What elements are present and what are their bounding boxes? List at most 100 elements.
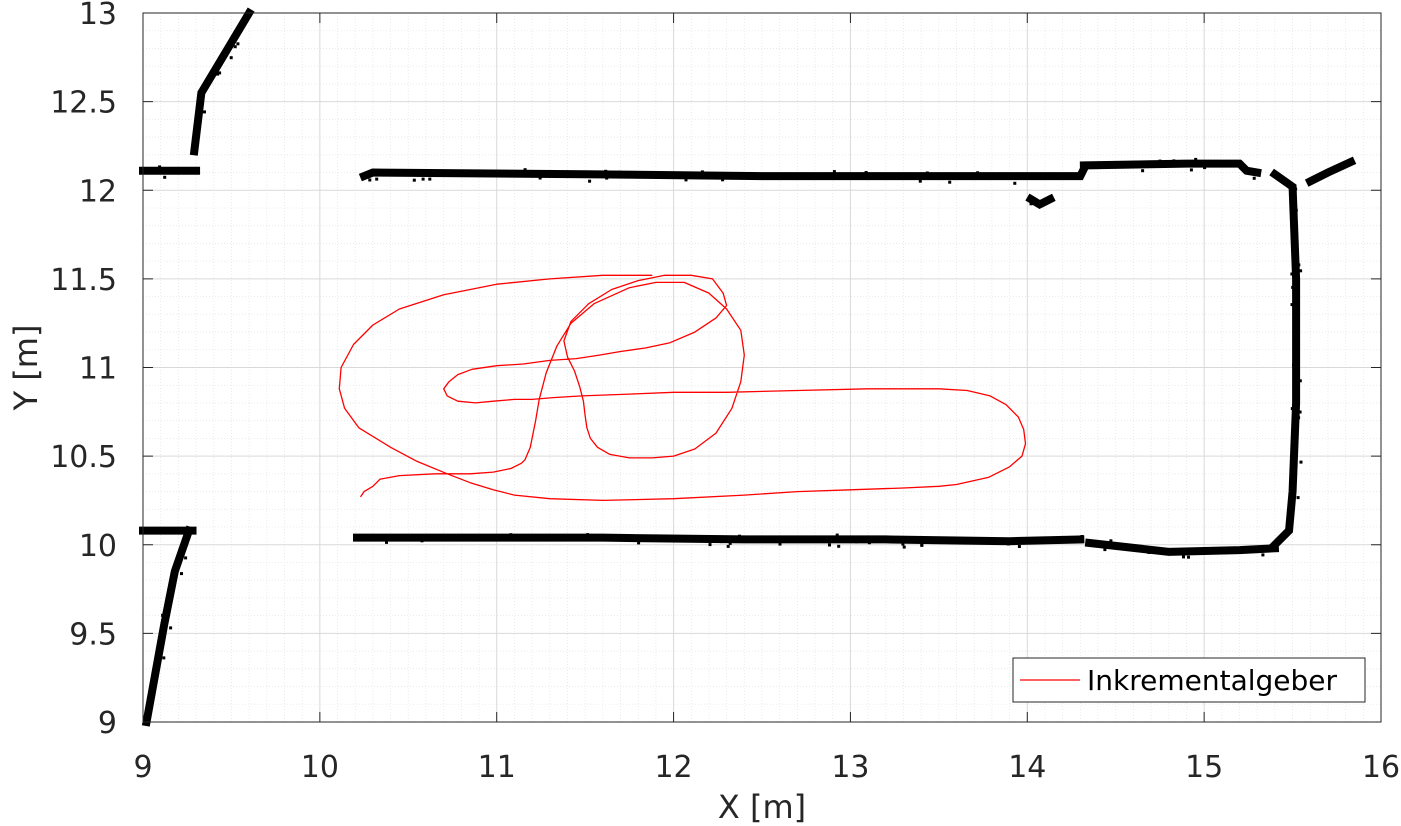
map-cell [180, 572, 183, 576]
x-tick-label: 11 [478, 750, 516, 785]
map-cell [854, 540, 858, 544]
map-cell [588, 179, 592, 183]
map-cell [489, 534, 493, 538]
map-cell [828, 543, 831, 547]
map-cell [1299, 269, 1303, 273]
map-cell [1133, 165, 1137, 169]
map-cell [1288, 184, 1292, 187]
map-cell [233, 45, 237, 49]
map-cell [161, 613, 165, 617]
map-cell [509, 533, 513, 537]
map-cell [586, 533, 590, 537]
map-cell [1316, 174, 1320, 178]
map-cell [421, 177, 425, 181]
map-cell [1298, 410, 1302, 414]
map-cell [505, 173, 509, 177]
map-cell [726, 544, 730, 548]
map-cell [1308, 181, 1312, 185]
map-cell [867, 541, 871, 545]
map-cell [1292, 451, 1296, 455]
map-cell [1203, 166, 1207, 170]
map-cell [1147, 551, 1151, 554]
map-cell [830, 172, 834, 176]
map-cell [507, 171, 511, 175]
map-cell [833, 176, 837, 179]
major-grid [142, 12, 1382, 723]
map-cell [1158, 159, 1162, 163]
map-cell [712, 173, 716, 177]
map-cell [902, 545, 906, 549]
map-wall-9 [1025, 193, 1056, 209]
map-cell [1194, 157, 1198, 161]
map-cell [605, 176, 609, 180]
map-cell [150, 528, 154, 531]
x-tick-label: 16 [1362, 750, 1400, 785]
map-cell [777, 538, 781, 542]
map-cell [1296, 496, 1300, 500]
map-cell [1068, 537, 1072, 541]
x-tick-label: 13 [831, 750, 869, 785]
y-tick-label: 12 [79, 174, 117, 209]
y-tick-label: 9 [98, 706, 117, 741]
map-cell [976, 171, 980, 175]
map-cell [778, 542, 782, 546]
map-cell [1291, 285, 1295, 289]
map-cell [858, 536, 862, 540]
map-cell [835, 533, 839, 537]
map-cell [700, 170, 704, 174]
map-cell [420, 539, 424, 543]
map-cell [1292, 363, 1295, 367]
map-wall-0 [189, 7, 255, 156]
map-cell [577, 535, 581, 539]
map-cell [158, 170, 162, 174]
map-cell [468, 536, 472, 540]
map-cell [368, 178, 372, 182]
map-cell [728, 541, 732, 545]
map-cell [877, 175, 880, 179]
map-cell [617, 170, 621, 174]
legend-label: Inkrementalgeber [1087, 664, 1338, 697]
map-cell [738, 534, 741, 538]
map-cell [848, 175, 852, 179]
map-cell [375, 177, 379, 181]
y-tick-label: 12.5 [50, 86, 117, 121]
map-cell [1029, 202, 1033, 206]
occupancy-map [139, 7, 1357, 727]
x-tick-label: 14 [1008, 750, 1046, 785]
map-cell [1013, 181, 1017, 185]
map-cell [692, 538, 696, 541]
map-cell [1109, 539, 1113, 543]
map-cell [1293, 293, 1297, 297]
map-cell [161, 620, 164, 624]
map-wall-5 [1079, 159, 1262, 178]
map-cell [1189, 168, 1193, 172]
map-cell [1172, 159, 1176, 163]
map-cell [948, 180, 952, 184]
y-tick-label: 11 [79, 352, 117, 387]
x-tick-label: 12 [654, 750, 692, 785]
map-cell [162, 530, 165, 534]
map-cell [162, 656, 166, 660]
map-cell [684, 178, 688, 182]
map-cell [538, 176, 542, 180]
y-tick-label: 13 [79, 0, 117, 32]
y-tick-label: 9.5 [69, 617, 117, 652]
map-cell [1182, 555, 1185, 559]
map-cell [1284, 534, 1288, 538]
map-cell [216, 72, 220, 76]
map-cell [827, 536, 831, 540]
map-cell [1294, 187, 1298, 191]
map-cell [384, 538, 388, 542]
x-tick-label: 15 [1185, 750, 1223, 785]
map-wall-10 [1304, 156, 1357, 187]
map-cell [864, 171, 868, 174]
map-cell [623, 172, 627, 176]
map-cell [1103, 548, 1107, 552]
map-cell [1007, 542, 1010, 546]
map-wall-8 [352, 533, 1085, 546]
map-cell [832, 170, 836, 174]
map-cell [1017, 545, 1021, 548]
map-cell [1048, 539, 1052, 543]
map-cell [708, 543, 712, 547]
